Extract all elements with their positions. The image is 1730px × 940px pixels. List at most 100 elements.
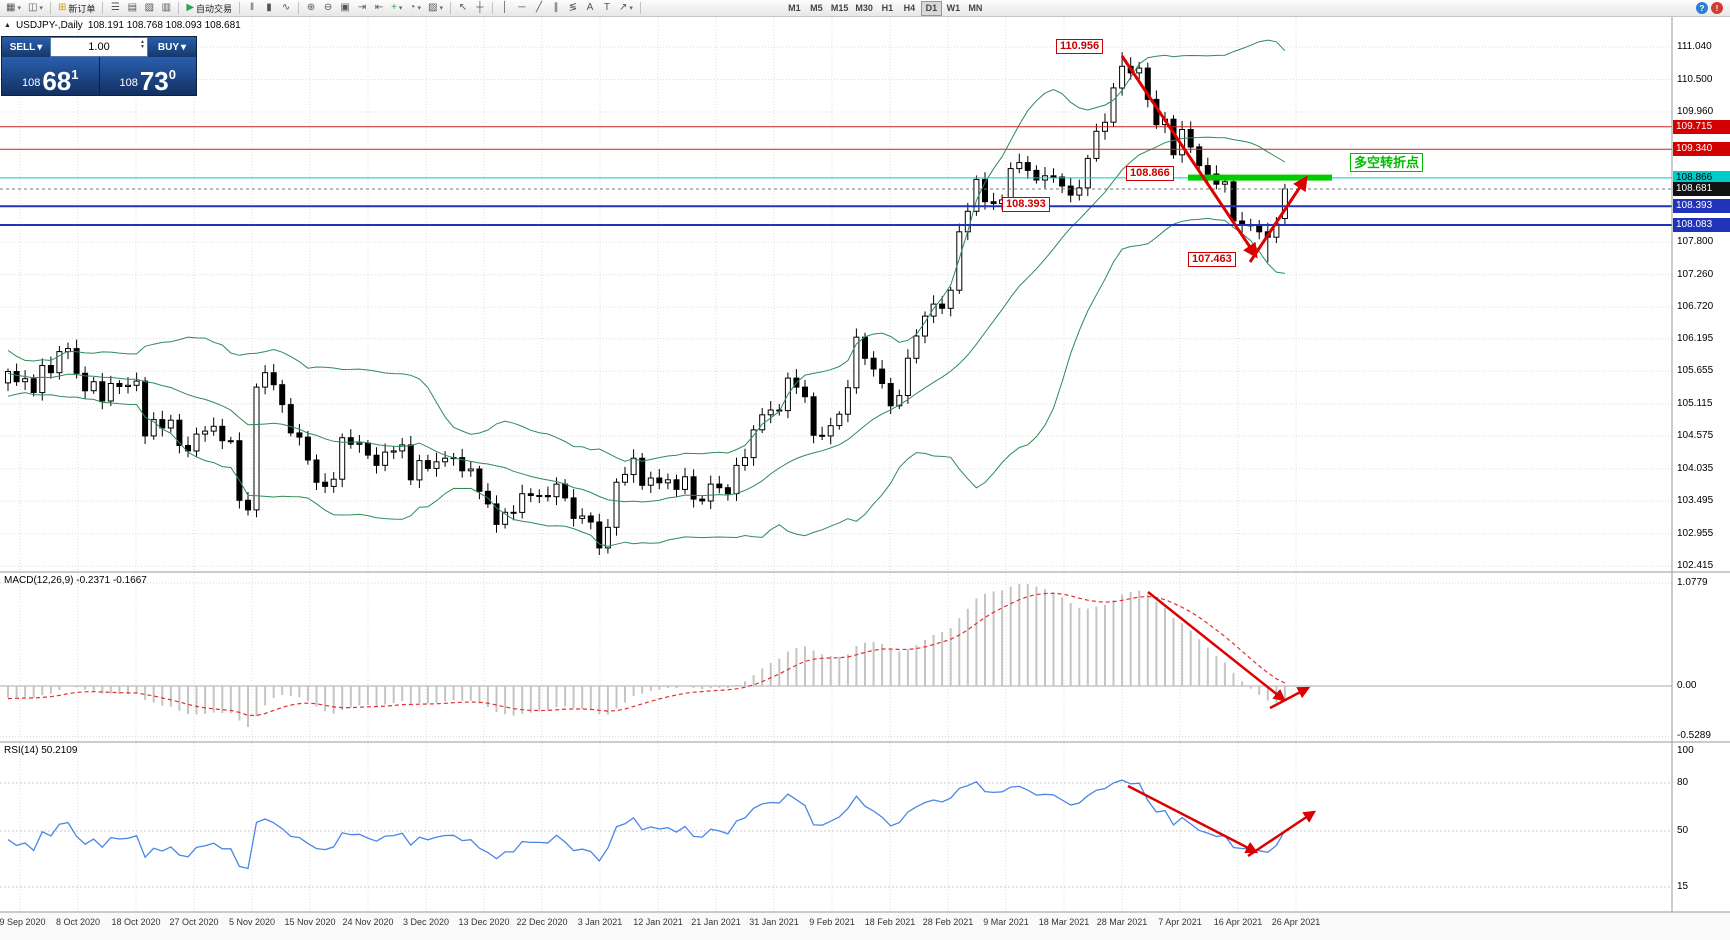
chevron-down-icon: ▾	[417, 5, 421, 12]
new-chart-icon[interactable]: ▦ ▾	[3, 1, 24, 16]
fibonacci-icon[interactable]: ≶	[565, 1, 581, 16]
timeframe-mn-button[interactable]: MN	[968, 3, 983, 13]
line-chart-icon: ∿	[281, 2, 291, 13]
macd-axis-label: -0.5289	[1677, 730, 1711, 741]
terminal-icon[interactable]: ▥	[158, 1, 174, 16]
swing-low-price-label[interactable]: 107.463	[1188, 252, 1236, 267]
zoom-in-icon[interactable]: ⊕	[303, 1, 319, 16]
fibonacci-icon: ≶	[568, 2, 578, 13]
periods-icon[interactable]: ◔ ▾	[406, 1, 424, 16]
timeframe-w1-button[interactable]: W1	[946, 3, 961, 13]
toolbar-separator	[49, 2, 51, 14]
navigator-icon[interactable]: ▧	[141, 1, 157, 16]
timeframe-m5-button[interactable]: M5	[810, 3, 823, 13]
autotrading-button: ▶	[186, 2, 195, 13]
templates-icon[interactable]: ▨ ▾	[425, 1, 446, 16]
indicators-icon: +	[391, 2, 397, 13]
chevron-down-icon: ▾	[39, 5, 43, 12]
rsi-axis-label: 50	[1677, 825, 1689, 836]
alert-icon[interactable]: !	[1711, 2, 1723, 14]
rsi-axis-label: 100	[1677, 745, 1694, 756]
indicators-icon[interactable]: + ▾	[388, 1, 405, 16]
sell-button-label: SELL	[9, 41, 36, 53]
new-order-button-label: 新订单	[68, 3, 96, 14]
horizontal-line-icon[interactable]: ─	[514, 1, 530, 16]
timeframe-d1-button[interactable]: D1	[920, 0, 942, 16]
trade-panel-prices: 108 68 1 108 73 0	[2, 57, 196, 95]
timeframe-group: M1 M5 M15 M30 H1 H4 D1 W1 MN	[784, 0, 986, 16]
timeframe-m1-button[interactable]: M1	[788, 3, 801, 13]
auto-scroll-icon: ⇥	[357, 2, 367, 13]
buy-price-button[interactable]: 108 73 0	[98, 57, 196, 96]
channel-icon: ∥	[553, 2, 559, 13]
autotrading-button[interactable]: ▶ 自动交易	[183, 1, 235, 16]
autotrading-button-label: 自动交易	[196, 3, 233, 14]
volume-stepper[interactable]: ▲ ▼	[140, 39, 145, 50]
label-icon[interactable]: T	[599, 1, 615, 16]
timeframe-h4-button[interactable]: H4	[903, 3, 916, 13]
market-watch-icon: ☰	[110, 2, 120, 13]
zoom-out-icon: ⊖	[323, 2, 333, 13]
chart-shift-icon: ⇤	[374, 2, 384, 13]
line-chart-icon[interactable]: ∿	[278, 1, 294, 16]
vertical-line-icon[interactable]: │	[497, 1, 513, 16]
turning-point-note[interactable]: 多空转折点	[1350, 153, 1424, 172]
rsi-axis-label: 80	[1677, 777, 1689, 788]
terminal-icon: ▥	[161, 2, 172, 13]
volume-input[interactable]: 1.00 ▲ ▼	[50, 37, 148, 57]
macd-axis-label: 0.00	[1677, 680, 1697, 691]
trade-panel-header: SELL ▾ 1.00 ▲ ▼ BUY ▾	[2, 37, 196, 57]
support-price-label[interactable]: 108.393	[1002, 197, 1050, 212]
buy-price-big: 73	[139, 66, 169, 96]
profiles-icon[interactable]: ◫ ▾	[25, 1, 46, 16]
text-icon: A	[586, 2, 594, 13]
toolbar-separator	[178, 2, 180, 14]
tile-windows-icon: ▣	[340, 2, 350, 13]
crosshair-icon[interactable]: ┼	[472, 1, 488, 16]
cursor-icon: ↖	[458, 2, 468, 13]
timeframe-m15-button[interactable]: M15	[830, 3, 849, 13]
timeframe-h1-button[interactable]: H1	[881, 3, 894, 13]
chevron-down-icon: ▾	[398, 5, 403, 12]
trendline-icon[interactable]: ╱	[531, 1, 547, 16]
help-icon[interactable]: ?	[1696, 2, 1708, 14]
cursor-icon[interactable]: ↖	[455, 1, 471, 16]
chart-shift-icon[interactable]: ⇤	[371, 1, 387, 16]
chevron-down-icon: ▾	[629, 5, 633, 12]
timeframe-m30-button[interactable]: M30	[855, 3, 873, 13]
zoom-out-icon[interactable]: ⊖	[320, 1, 336, 16]
vertical-line-icon: │	[501, 2, 509, 13]
buy-button-label: BUY	[157, 41, 180, 53]
sell-price-button[interactable]: 108 68 1	[2, 57, 99, 95]
chevron-down-icon: ▾	[181, 41, 187, 53]
auto-scroll-icon[interactable]: ⇥	[354, 1, 370, 16]
horizontal-line-icon: ─	[518, 2, 526, 13]
candlestick-chart-icon[interactable]: ▮	[261, 1, 277, 16]
buy-button[interactable]: BUY ▾	[148, 37, 196, 57]
arrows-icon[interactable]: ↗ ▾	[616, 1, 636, 16]
resistance-price-label[interactable]: 108.866	[1126, 166, 1174, 181]
sell-price-sup: 1	[71, 67, 79, 82]
text-icon[interactable]: A	[582, 1, 598, 16]
bar-chart-icon[interactable]: ‖	[244, 1, 260, 16]
sell-button[interactable]: SELL ▾	[2, 37, 50, 57]
swing-high-price-label[interactable]: 110.956	[1056, 39, 1104, 54]
new-order-button[interactable]: ⊞ 新订单	[55, 1, 98, 16]
periods-icon: ◔	[409, 2, 416, 13]
chevron-down-icon: ▾	[37, 41, 43, 53]
channel-icon[interactable]: ∥	[548, 1, 564, 16]
data-window-icon[interactable]: ▤	[124, 1, 140, 16]
sell-price-prefix: 108	[21, 77, 41, 89]
zoom-in-icon: ⊕	[306, 2, 316, 13]
toolbar-separator	[298, 2, 300, 14]
new-order-button: ⊞	[57, 2, 67, 13]
bar-chart-icon: ‖	[249, 2, 255, 13]
chart-title: ▲ USDJPY-,Daily 108.191 108.768 108.093 …	[4, 20, 241, 31]
toolbar-separator	[449, 2, 451, 14]
crosshair-icon: ┼	[476, 2, 484, 13]
tile-windows-icon[interactable]: ▣	[337, 1, 353, 16]
macd-indicator-label: MACD(12,26,9) -0.2371 -0.1667	[4, 575, 147, 586]
market-watch-icon[interactable]: ☰	[107, 1, 123, 16]
